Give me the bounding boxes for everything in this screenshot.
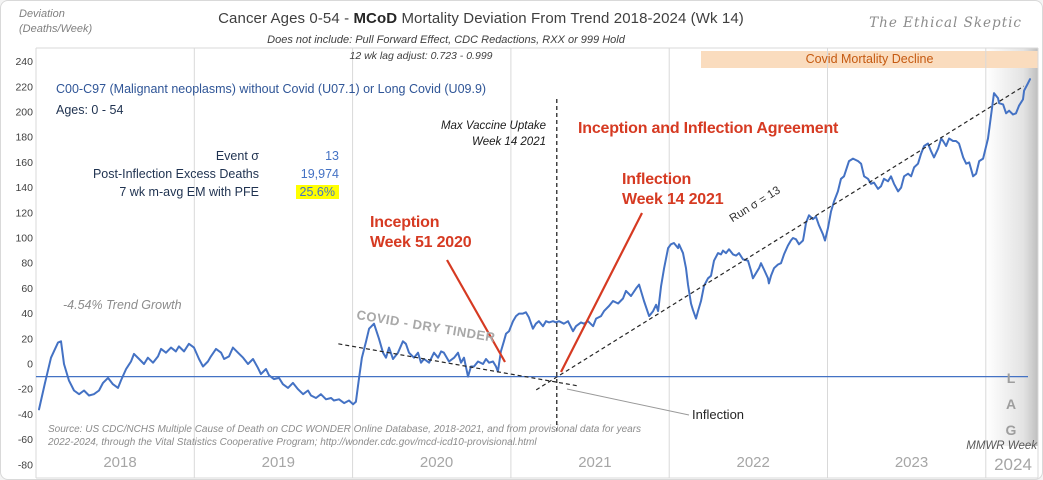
- stat-value-event-sigma: 13: [325, 149, 339, 163]
- stat-value-excess-deaths: 19,974: [300, 167, 339, 181]
- lag-adjust-note: 12 wk lag adjust: 0.723 - 0.999: [349, 50, 493, 62]
- mmwr-week-axis-caption: MMWR Week: [966, 440, 1037, 452]
- highlighted-value: 25.6%: [295, 185, 339, 199]
- brand-signature: The Ethical Skeptic: [869, 15, 1022, 31]
- trend-growth-annotation: -4.54% Trend Growth: [63, 298, 182, 312]
- y-axis-tick-label: 60: [21, 283, 33, 295]
- y-axis-tick-label: 40: [21, 308, 33, 320]
- x-axis-year-label: 2022: [737, 454, 770, 471]
- inception-leader-line: [446, 259, 506, 363]
- ages-label: Ages: 0 - 54: [56, 103, 124, 117]
- stat-label-event-sigma: Event σ: [215, 149, 259, 163]
- inflection-point-label: Inflection: [692, 407, 745, 422]
- covid-mortality-decline-band-label: Covid Mortality Decline: [805, 52, 934, 66]
- y-axis-tick-label: -80: [18, 459, 33, 471]
- y-axis-tick-label: 180: [15, 132, 33, 144]
- page-title: Cancer Ages 0-54 - MCoD Mortality Deviat…: [218, 10, 744, 27]
- y-axis-tick-label: 20: [21, 333, 33, 345]
- inflection-leader-line: [560, 212, 643, 373]
- y-axis-tick-label: 140: [15, 182, 33, 194]
- chart-subtitle: Does not include: Pull Forward Effect, C…: [267, 34, 625, 46]
- x-axis-year-label: 2024: [994, 455, 1032, 474]
- y-axis-tick-label: 240: [15, 56, 33, 68]
- x-axis-year-label: 2019: [262, 454, 295, 471]
- x-axis-year-label: 2018: [103, 454, 136, 471]
- inception-inflection-agreement-heading: Inception and Inflection Agreement: [578, 120, 839, 137]
- y-axis-tick-label: -20: [18, 384, 33, 396]
- x-axis-year-label: 2023: [895, 454, 928, 471]
- y-axis-tick-label: 220: [15, 81, 33, 93]
- y-axis-tick-label: 200: [15, 107, 33, 119]
- inflection-annotation: Inflection Week 14 2021: [622, 171, 724, 208]
- icd-code-series-label: C00-C97 (Malignant neoplasms) without Co…: [56, 82, 487, 96]
- max-vaccine-uptake-annotation: Max Vaccine Uptake Week 14 2021: [440, 120, 546, 148]
- y-axis-tick-label: 120: [15, 207, 33, 219]
- lag-band-label: L A G: [1005, 370, 1017, 438]
- post-inflection-rising-trend-dashed-line: [535, 85, 1025, 391]
- y-axis-tick-label: -40: [18, 409, 33, 421]
- y-axis-tick-label: 80: [21, 258, 33, 270]
- covid-decline-band: [701, 51, 1038, 68]
- stat-label-em-pfe: 7 wk m-avg EM with PFE: [119, 185, 259, 199]
- x-axis-year-label: 2021: [578, 454, 611, 471]
- deviation-series-line: [38, 78, 1031, 411]
- y-axis-tick-label: 160: [15, 157, 33, 169]
- x-axis-year-label: 2020: [420, 454, 453, 471]
- pre-covid-declining-trend-dashed-line: [338, 343, 580, 387]
- stat-label-excess-deaths: Post-Inflection Excess Deaths: [92, 167, 259, 181]
- inflection-gray-leader-line: [566, 388, 690, 416]
- y-axis-caption: Deviation (Deaths/Week): [19, 8, 93, 35]
- y-axis-tick-label: -60: [18, 434, 33, 446]
- stat-value-em-pfe: 25.6%: [261, 185, 339, 199]
- y-axis-tick-label: 100: [15, 233, 33, 245]
- inception-annotation: Inception Week 51 2020: [370, 214, 472, 251]
- source-citation: Source: US CDC/NCHS Multiple Cause of De…: [48, 424, 642, 448]
- y-axis-tick-label: 0: [27, 359, 33, 371]
